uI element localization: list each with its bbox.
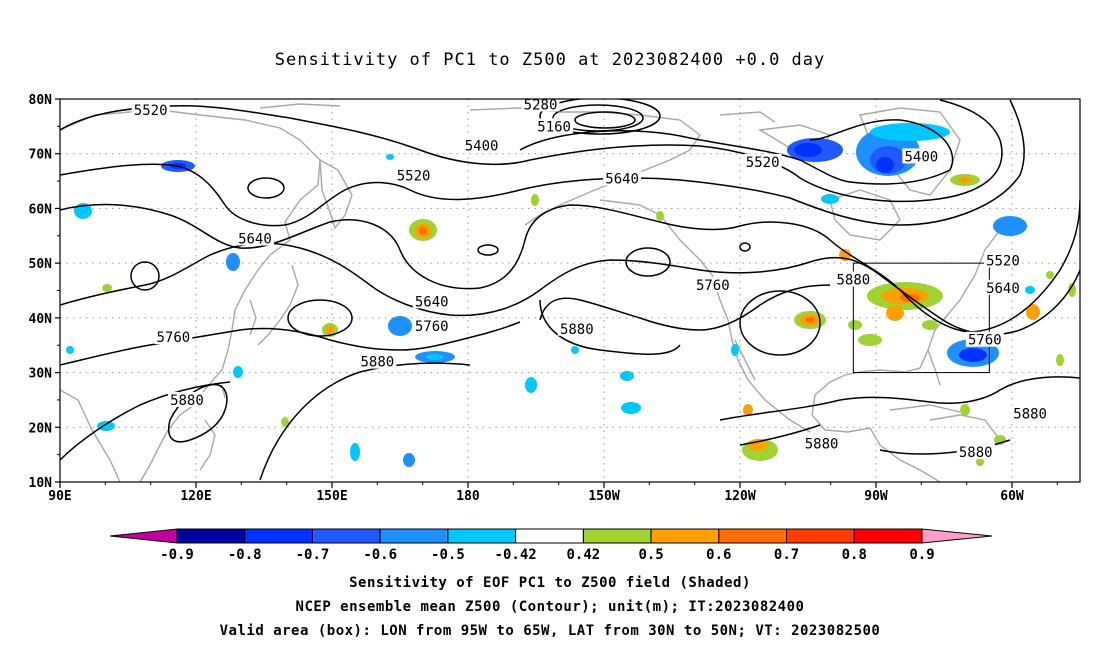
colorbar-swatch bbox=[311, 528, 381, 544]
contour-label-bg bbox=[802, 435, 841, 451]
colorbar-label: 0.9 bbox=[909, 547, 934, 563]
contour-label-bg bbox=[535, 118, 574, 134]
contour-label-bg bbox=[983, 252, 1022, 268]
contour-label: 5640 bbox=[986, 281, 1020, 297]
contour-label: 5880 bbox=[836, 273, 870, 289]
contour-label: 5880 bbox=[170, 393, 204, 409]
lat-label: 70N bbox=[29, 148, 53, 163]
contour-label: 5520 bbox=[746, 155, 780, 171]
lat-label: 20N bbox=[29, 421, 53, 436]
colorbar-label: 0.5 bbox=[638, 547, 663, 563]
lat-label: 60N bbox=[29, 202, 53, 217]
caption-valid-area: Valid area (box): LON from 95W to 65W, L… bbox=[219, 623, 881, 639]
contour-label-bg bbox=[834, 271, 873, 287]
contour-label-bg bbox=[965, 331, 1004, 347]
lon-label: 60W bbox=[1000, 489, 1024, 504]
contour-label-bg bbox=[1011, 405, 1050, 421]
lat-label: 40N bbox=[29, 312, 53, 327]
lon-label: 120E bbox=[180, 489, 211, 504]
contour-label-bg bbox=[902, 148, 941, 164]
contour-label: 5880 bbox=[805, 437, 839, 453]
contour-label-bg bbox=[358, 353, 397, 369]
contour-label: 5400 bbox=[465, 139, 499, 155]
colorbar-swatch bbox=[515, 528, 584, 544]
contour-label: 5160 bbox=[537, 119, 571, 135]
contour-label-bg bbox=[743, 153, 782, 169]
map-title: Sensitivity of PC1 to Z500 at 2023082400… bbox=[274, 50, 826, 70]
contour-labels: 5520 5280 5160 5400 5520 5640 5520 5400 5640 5520… bbox=[131, 96, 1050, 461]
contour-label: 5640 bbox=[238, 232, 272, 248]
contour-label: 5640 bbox=[605, 171, 639, 187]
contour-label: 5640 bbox=[415, 294, 449, 310]
colorbar-label: -0.42 bbox=[495, 547, 537, 563]
colorbar-swatch bbox=[853, 528, 923, 544]
contour-label: 5880 bbox=[959, 445, 993, 461]
colorbar: -0.9 -0.8 -0.7 -0.6 -0.5 -0.42 0.42 0.5 0.6 0.7 0.… bbox=[109, 528, 993, 563]
lon-label: 120W bbox=[724, 489, 755, 504]
contour-label: 5880 bbox=[360, 355, 394, 371]
colorbar-label: -0.7 bbox=[296, 547, 330, 563]
contour-label: 5880 bbox=[560, 322, 594, 338]
z500-contours bbox=[60, 99, 1080, 481]
colorbar-high-extend bbox=[921, 528, 993, 544]
lon-label: 180 bbox=[456, 489, 480, 504]
colorbar-swatch bbox=[582, 528, 652, 544]
contour-label: 5880 bbox=[1013, 407, 1047, 423]
lat-label: 50N bbox=[29, 257, 53, 272]
contour-label-bg bbox=[394, 167, 433, 183]
contour-label-bg bbox=[131, 101, 170, 117]
contour-label-bg bbox=[956, 443, 995, 459]
contour-label: 5280 bbox=[524, 97, 558, 113]
lat-label: 10N bbox=[29, 476, 53, 491]
colorbar-label: 0.7 bbox=[774, 547, 799, 563]
colorbar-label: -0.9 bbox=[160, 547, 194, 563]
colorbar-label: -0.8 bbox=[228, 547, 262, 563]
colorbar-label: 0.42 bbox=[567, 547, 601, 563]
lon-label: 90W bbox=[864, 489, 888, 504]
contour-label: 5520 bbox=[986, 253, 1020, 269]
colorbar-swatch bbox=[447, 528, 517, 544]
lat-label: 80N bbox=[29, 93, 53, 108]
colorbar-label: -0.5 bbox=[431, 547, 465, 563]
contour-label-bg bbox=[603, 170, 642, 186]
contour-label: 5760 bbox=[156, 330, 190, 346]
contour-label: 5760 bbox=[696, 278, 730, 294]
contour-label-bg bbox=[235, 230, 274, 246]
contour-label: 5400 bbox=[904, 149, 938, 165]
lon-label: 150E bbox=[316, 489, 347, 504]
contour-label: 5760 bbox=[968, 333, 1002, 349]
colorbar-label: 0.8 bbox=[842, 547, 867, 563]
contour-label-bg bbox=[412, 318, 451, 334]
lat-label: 30N bbox=[29, 367, 53, 382]
colorbar-swatch bbox=[176, 528, 246, 544]
contour-label-bg bbox=[154, 329, 193, 345]
colorbar-swatch bbox=[718, 528, 788, 544]
lon-label: 90E bbox=[48, 489, 71, 504]
contour-label-bg bbox=[462, 137, 501, 153]
colorbar-swatch bbox=[650, 528, 720, 544]
contour-label-bg bbox=[693, 277, 732, 293]
contour-label-bg bbox=[983, 279, 1022, 295]
contour-label-bg bbox=[412, 293, 451, 309]
caption-contour: NCEP ensemble mean Z500 (Contour); unit(… bbox=[295, 599, 805, 615]
colorbar-low-extend bbox=[109, 528, 178, 544]
colorbar-swatch bbox=[786, 528, 855, 544]
contour-label-bg bbox=[557, 320, 596, 336]
sensitivity-shading bbox=[66, 123, 1076, 467]
contour-label: 5760 bbox=[415, 319, 449, 335]
contour-label-bg bbox=[167, 391, 206, 407]
valid-area-box bbox=[852, 262, 990, 374]
contour-label-bg bbox=[521, 96, 560, 112]
colorbar-swatch bbox=[244, 528, 313, 544]
contour-label: 5520 bbox=[397, 169, 431, 185]
contour-label: 5520 bbox=[134, 103, 168, 119]
colorbar-label: -0.6 bbox=[363, 547, 397, 563]
colorbar-label: 0.6 bbox=[706, 547, 731, 563]
colorbar-swatch bbox=[379, 528, 449, 544]
lon-label: 150W bbox=[588, 489, 619, 504]
caption-shading: Sensitivity of EOF PC1 to Z500 field (Sh… bbox=[349, 575, 751, 591]
